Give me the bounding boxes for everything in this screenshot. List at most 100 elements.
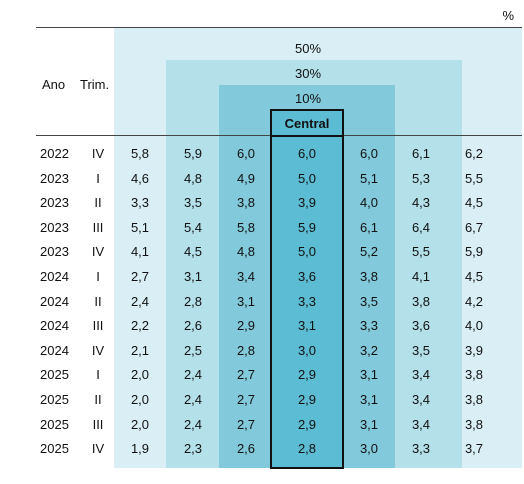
value-cell: 3,0: [359, 441, 379, 457]
year-column-header: Ano: [42, 77, 66, 92]
year-cell: 2024: [40, 318, 69, 334]
value-cell: 3,3: [359, 318, 379, 334]
value-cell: 6,0: [359, 146, 379, 161]
value-cell: 4,8: [183, 170, 203, 186]
quarter-cell: IV: [91, 441, 105, 457]
table-row: 2025 III 2,0 2,4 2,7 2,9 3,1 3,4 3,8: [0, 417, 524, 442]
value-cell: 2,4: [183, 416, 203, 432]
central-value-cell: 2,8: [297, 441, 317, 457]
band-10-label: 10%: [294, 91, 322, 106]
value-cell: 2,5: [183, 342, 203, 358]
central-value-cell: 3,1: [297, 318, 317, 334]
year-cell: 2023: [40, 195, 69, 211]
value-cell: 4,0: [359, 195, 379, 211]
value-cell: 3,6: [411, 318, 431, 334]
central-value-cell: 3,9: [297, 195, 317, 211]
central-value-cell: 3,3: [297, 293, 317, 309]
year-cell: 2024: [40, 342, 69, 358]
value-cell: 5,3: [411, 170, 431, 186]
value-cell: 4,5: [183, 244, 203, 260]
value-cell: 3,4: [411, 416, 431, 432]
value-cell: 3,9: [464, 342, 484, 358]
table-row: 2024 IV 2,1 2,5 2,8 3,0 3,2 3,5 3,9: [0, 343, 524, 368]
value-cell: 2,0: [130, 416, 150, 432]
table-row: 2023 III 5,1 5,4 5,8 5,9 6,1 6,4 6,7: [0, 220, 524, 245]
value-cell: 3,5: [411, 342, 431, 358]
year-cell: 2023: [40, 219, 69, 235]
value-cell: 2,0: [130, 392, 150, 407]
quarter-column-header: Trim.: [80, 77, 110, 92]
table-row: 2024 III 2,2 2,6 2,9 3,1 3,3 3,6 4,0: [0, 318, 524, 343]
value-cell: 4,2: [464, 293, 484, 309]
value-cell: 4,1: [130, 244, 150, 260]
value-cell: 3,8: [464, 416, 484, 432]
central-value-cell: 5,0: [297, 170, 317, 186]
central-value-cell: 2,9: [297, 367, 317, 383]
value-cell: 2,0: [130, 367, 150, 383]
value-cell: 3,5: [183, 195, 203, 211]
value-cell: 2,7: [130, 269, 150, 284]
year-cell: 2025: [40, 367, 69, 383]
table-row: 2023 IV 4,1 4,5 4,8 5,0 5,2 5,5 5,9: [0, 244, 524, 269]
value-cell: 5,1: [359, 170, 379, 186]
value-cell: 3,3: [411, 441, 431, 457]
quarter-cell: II: [94, 293, 102, 309]
value-cell: 3,2: [359, 342, 379, 358]
value-cell: 2,1: [130, 342, 150, 358]
value-cell: 3,8: [411, 293, 431, 309]
quarter-cell: I: [96, 367, 100, 383]
value-cell: 6,4: [411, 219, 431, 235]
year-cell: 2025: [40, 441, 69, 457]
value-cell: 3,4: [236, 269, 256, 284]
value-cell: 2,3: [183, 441, 203, 457]
value-cell: 3,1: [236, 293, 256, 309]
quarter-cell: I: [96, 170, 100, 186]
value-cell: 2,6: [236, 441, 256, 457]
year-cell: 2023: [40, 170, 69, 186]
value-cell: 2,4: [183, 392, 203, 407]
value-cell: 6,1: [359, 219, 379, 235]
value-cell: 2,2: [130, 318, 150, 334]
year-cell: 2023: [40, 244, 69, 260]
value-cell: 4,9: [236, 170, 256, 186]
value-cell: 3,1: [183, 269, 203, 284]
year-cell: 2024: [40, 269, 69, 284]
band-50-label: 50%: [294, 41, 322, 56]
value-cell: 2,7: [236, 392, 256, 407]
value-cell: 3,3: [130, 195, 150, 211]
table-row: 2022 IV 5,8 5,9 6,0 6,0 6,0 6,1 6,2: [0, 146, 524, 171]
central-label: Central: [284, 116, 330, 131]
central-value-cell: 3,0: [297, 342, 317, 358]
quarter-cell: II: [94, 195, 102, 211]
value-cell: 3,8: [464, 367, 484, 383]
quarter-cell: I: [96, 269, 100, 284]
top-rule: [36, 27, 522, 28]
value-cell: 3,4: [411, 392, 431, 407]
value-cell: 2,6: [183, 318, 203, 334]
value-cell: 3,5: [359, 293, 379, 309]
unit-label: %: [502, 8, 514, 23]
year-cell: 2025: [40, 416, 69, 432]
table-row: 2023 I 4,6 4,8 4,9 5,0 5,1 5,3 5,5: [0, 171, 524, 196]
value-cell: 3,1: [359, 367, 379, 383]
central-value-cell: 2,9: [297, 392, 317, 407]
value-cell: 2,8: [236, 342, 256, 358]
value-cell: 4,5: [464, 195, 484, 211]
value-cell: 4,1: [411, 269, 431, 284]
value-cell: 3,8: [359, 269, 379, 284]
value-cell: 2,4: [130, 293, 150, 309]
value-cell: 6,7: [464, 219, 484, 235]
value-cell: 5,9: [464, 244, 484, 260]
central-band-background: [270, 110, 342, 468]
value-cell: 5,1: [130, 219, 150, 235]
value-cell: 3,1: [359, 416, 379, 432]
central-value-cell: 5,0: [297, 244, 317, 260]
year-cell: 2024: [40, 293, 69, 309]
value-cell: 3,8: [464, 392, 484, 407]
central-value-cell: 2,9: [297, 416, 317, 432]
table-row: 2025 I 2,0 2,4 2,7 2,9 3,1 3,4 3,8: [0, 367, 524, 392]
value-cell: 5,8: [130, 146, 150, 161]
value-cell: 5,2: [359, 244, 379, 260]
value-cell: 2,7: [236, 416, 256, 432]
quarter-cell: III: [92, 416, 104, 432]
